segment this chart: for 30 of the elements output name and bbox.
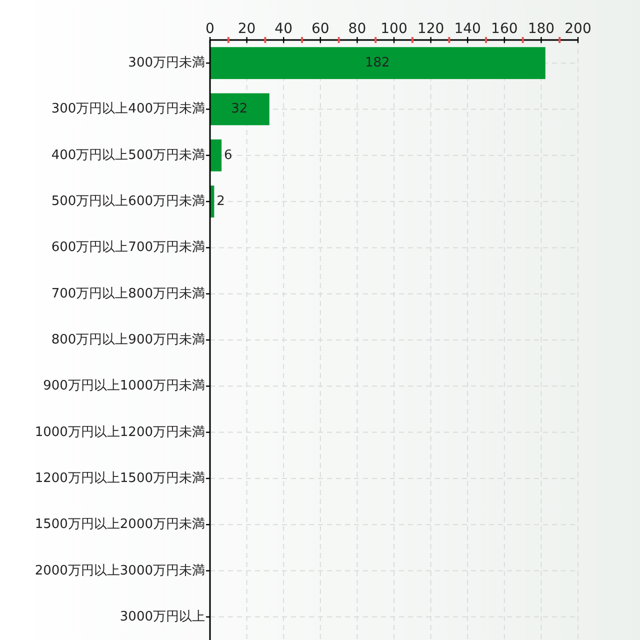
x-tick-label: 40	[274, 21, 293, 37]
y-tick-label: 400万円以上500万円未満	[51, 148, 205, 163]
bar	[210, 47, 546, 80]
y-tick-label: 1200万円以上1500万円未満	[34, 470, 205, 486]
y-tick-label: 500万円以上600万円未満	[51, 194, 205, 210]
data-label: 32	[231, 102, 248, 117]
data-label: 182	[365, 56, 390, 71]
y-tick-label: 300万円以上400万円未満	[51, 102, 205, 117]
y-tick-label: 1000万円以上1200万円未満	[34, 424, 205, 440]
x-tick-label: 200	[564, 21, 592, 37]
data-label: 6	[224, 148, 232, 163]
bar	[210, 93, 270, 126]
y-tick-label: 700万円以上800万円未満	[51, 286, 205, 302]
y-tick-label: 800万円以上900万円未満	[51, 332, 205, 348]
y-tick-label: 3000万円以上	[120, 609, 205, 624]
x-tick-label: 100	[380, 21, 408, 37]
x-tick-label: 180	[528, 21, 555, 37]
y-tick-label: 600万円以上700万円未満	[51, 240, 205, 256]
x-tick-label: 20	[238, 21, 256, 37]
x-tick-label: 120	[417, 21, 444, 37]
data-label: 2	[216, 194, 225, 210]
y-tick-label: 2000万円以上3000万円未満	[34, 563, 205, 578]
y-tick-label: 900万円以上1000万円未満	[43, 378, 205, 394]
x-tick-label: 140	[454, 21, 481, 37]
y-tick-label: 300万円未満	[128, 56, 205, 71]
x-tick-label: 60	[311, 21, 330, 37]
x-tick-label: 80	[348, 21, 366, 37]
x-tick-label: 0	[206, 21, 214, 37]
y-tick-label: 1500万円以上2000万円未満	[34, 517, 205, 532]
x-tick-label: 160	[491, 21, 518, 37]
